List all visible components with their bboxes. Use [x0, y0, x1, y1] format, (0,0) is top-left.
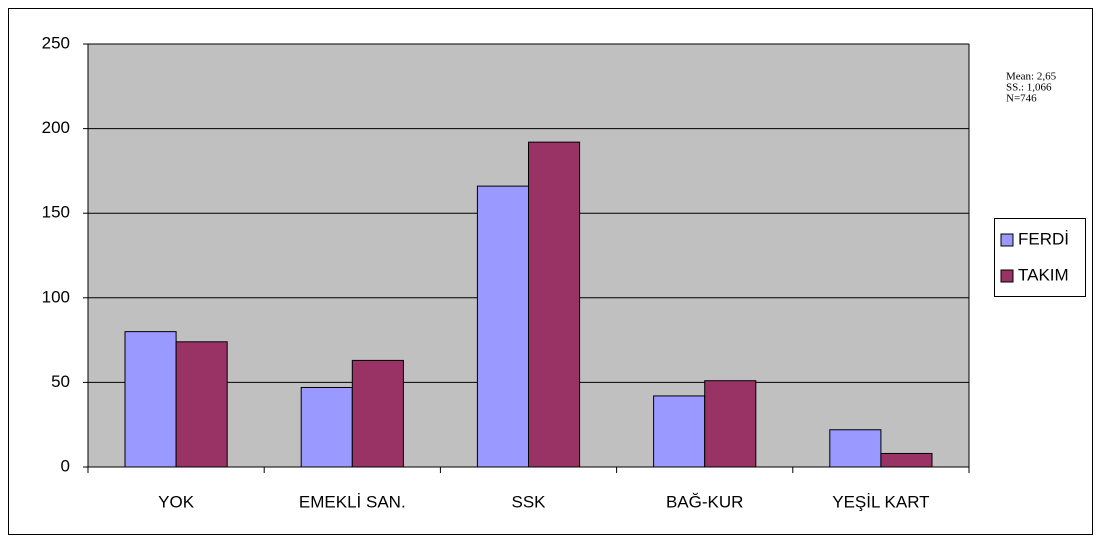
bar [476, 185, 530, 468]
bar [175, 341, 228, 468]
x-tick-label: EMEKLİ SAN. [299, 492, 406, 511]
legend-label: FERDİ [1018, 229, 1069, 248]
annotation: N=746 [1006, 93, 1037, 105]
y-tick-label: 250 [42, 33, 70, 52]
y-tick-label: 50 [51, 372, 70, 391]
annotation: Mean: 2,65 [1006, 71, 1057, 83]
x-tick-label: SSK [511, 492, 546, 511]
bar [880, 452, 933, 468]
legend-swatch [1000, 269, 1014, 283]
bar [351, 359, 404, 468]
bar [829, 429, 882, 468]
x-tick-label: YOK [158, 492, 195, 511]
bar [653, 395, 706, 468]
x-tick-label: BAĞ-KUR [666, 492, 743, 511]
bar [124, 331, 177, 468]
legend-swatch [1000, 233, 1014, 247]
y-tick-label: 150 [42, 203, 70, 222]
bar [528, 141, 581, 468]
y-tick-label: 100 [42, 287, 70, 306]
bar [300, 386, 353, 468]
x-tick-label: YEŞİL KART [832, 492, 929, 511]
annotation: SS.: 1,066 [1006, 82, 1052, 94]
legend-box [994, 218, 1086, 297]
y-tick-label: 0 [61, 456, 70, 475]
bar [704, 380, 757, 468]
y-tick-label: 200 [42, 118, 70, 137]
legend-label: TAKIM [1018, 265, 1069, 284]
